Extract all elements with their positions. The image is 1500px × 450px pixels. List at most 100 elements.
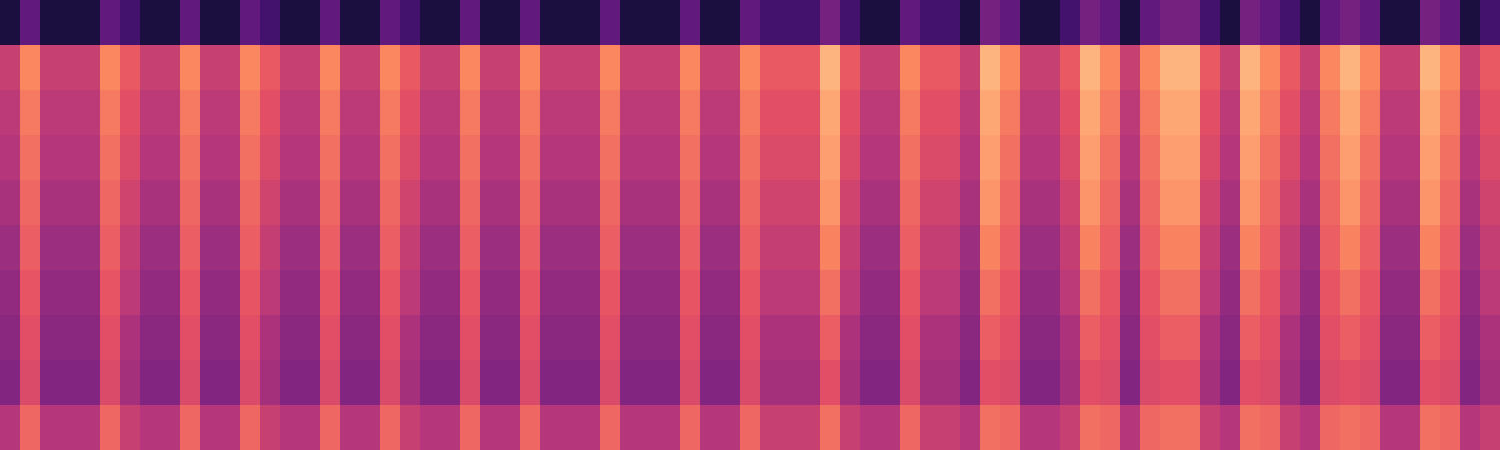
cell — [1100, 225, 1121, 271]
cell — [880, 360, 901, 406]
cell — [1160, 405, 1181, 450]
cell — [960, 270, 981, 316]
cell — [420, 360, 441, 406]
cell — [820, 270, 841, 316]
cell — [920, 405, 941, 450]
cell — [1480, 225, 1500, 271]
cell — [1360, 405, 1381, 450]
cell — [180, 135, 201, 181]
cell — [440, 270, 461, 316]
cell — [1220, 360, 1241, 406]
cell — [1240, 45, 1261, 91]
cell — [1200, 180, 1221, 226]
cell — [1380, 180, 1401, 226]
cell — [600, 315, 621, 361]
cell — [60, 270, 81, 316]
cell — [600, 405, 621, 450]
cell — [760, 45, 781, 91]
cell — [1260, 225, 1281, 271]
cell — [160, 225, 181, 271]
cell — [720, 405, 741, 450]
cell — [60, 405, 81, 450]
cell — [960, 45, 981, 91]
cell — [820, 225, 841, 271]
cell — [1480, 360, 1500, 406]
cell — [1100, 360, 1121, 406]
cell — [1120, 315, 1141, 361]
cell — [340, 315, 361, 361]
cell — [1280, 315, 1301, 361]
cell — [320, 90, 341, 136]
cell — [1040, 45, 1061, 91]
cell — [1280, 45, 1301, 91]
cell — [780, 0, 801, 46]
cell — [500, 135, 521, 181]
cell — [1460, 225, 1481, 271]
cell — [20, 180, 41, 226]
cell — [1160, 45, 1181, 91]
cell — [180, 0, 201, 46]
cell — [580, 405, 601, 450]
cell — [1040, 225, 1061, 271]
cell — [1120, 225, 1141, 271]
cell — [300, 45, 321, 91]
cell — [1240, 90, 1261, 136]
cell — [640, 0, 661, 46]
cell — [900, 180, 921, 226]
cell — [760, 180, 781, 226]
cell — [220, 360, 241, 406]
cell — [660, 45, 681, 91]
cell — [820, 135, 841, 181]
cell — [1240, 180, 1261, 226]
cell — [120, 405, 141, 450]
cell — [680, 315, 701, 361]
cell — [1060, 360, 1081, 406]
cell — [80, 360, 101, 406]
cell — [680, 405, 701, 450]
cell — [460, 180, 481, 226]
cell — [780, 360, 801, 406]
cell — [1380, 405, 1401, 450]
cell — [1020, 360, 1041, 406]
cell — [540, 225, 561, 271]
cell — [640, 225, 661, 271]
cell — [400, 0, 421, 46]
cell — [200, 90, 221, 136]
cell — [580, 315, 601, 361]
cell — [1280, 90, 1301, 136]
cell — [780, 180, 801, 226]
cell — [680, 225, 701, 271]
cell — [300, 270, 321, 316]
cell — [780, 45, 801, 91]
cell — [320, 135, 341, 181]
cell — [40, 90, 61, 136]
cell — [1100, 180, 1121, 226]
cell — [1080, 135, 1101, 181]
cell — [1060, 315, 1081, 361]
cell — [980, 90, 1001, 136]
cell — [80, 180, 101, 226]
cell — [480, 360, 501, 406]
cell — [180, 360, 201, 406]
cell — [220, 45, 241, 91]
cell — [680, 180, 701, 226]
cell — [1000, 90, 1021, 136]
cell — [860, 270, 881, 316]
cell — [20, 90, 41, 136]
cell — [260, 180, 281, 226]
cell — [960, 90, 981, 136]
cell — [480, 315, 501, 361]
cell — [440, 315, 461, 361]
cell — [860, 0, 881, 46]
cell — [880, 270, 901, 316]
cell — [520, 180, 541, 226]
cell — [480, 180, 501, 226]
cell — [100, 45, 121, 91]
cell — [180, 45, 201, 91]
cell — [480, 135, 501, 181]
cell — [940, 45, 961, 91]
cell — [1060, 135, 1081, 181]
cell — [400, 90, 421, 136]
cell — [460, 315, 481, 361]
cell — [1440, 0, 1461, 46]
